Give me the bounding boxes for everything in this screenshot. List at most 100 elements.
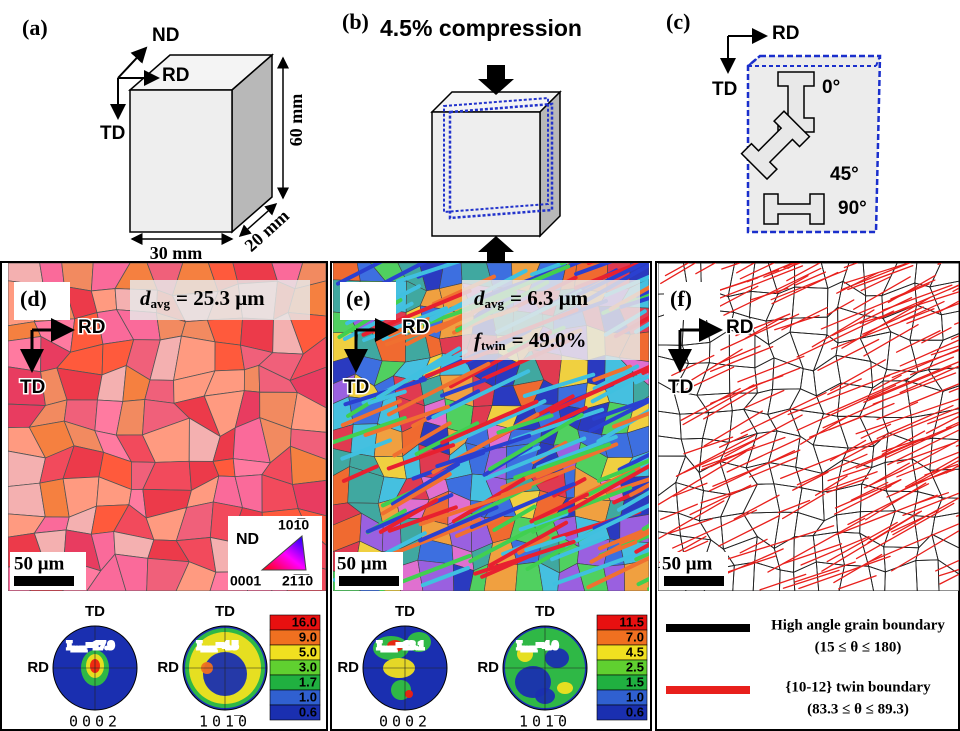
panel-label: (f) xyxy=(670,286,692,311)
colorbar-label: 1.5 xyxy=(626,674,644,689)
scale-label: 50 μm xyxy=(337,553,388,574)
body: (a) ND RD TD 60 mm 30 mm 20 mm (b) 4.5% … xyxy=(0,0,960,731)
axis-label: RD xyxy=(726,317,753,338)
scale-bar xyxy=(339,576,399,586)
pole-plane: 0002 xyxy=(69,713,121,731)
scale-bar xyxy=(664,576,724,586)
value: =17.9 xyxy=(86,638,114,652)
pole-plane: 101̅0 xyxy=(199,713,251,731)
axis-label: RD xyxy=(772,23,799,44)
subscript: max xyxy=(382,644,397,653)
axis-label: TD xyxy=(344,377,369,398)
colorbar-label: 4.5 xyxy=(626,644,644,659)
axis-label: RD xyxy=(162,65,189,86)
page: Figure {"panels": { "a": {"label": "(a)"… xyxy=(0,0,960,731)
axis-label: RD xyxy=(402,317,429,338)
value: =4.5 xyxy=(216,638,238,652)
axis-label: ND xyxy=(152,25,179,46)
colorbar-label: 1.0 xyxy=(299,689,317,704)
intensity-contour xyxy=(405,690,413,698)
cube-front xyxy=(130,90,232,232)
colorbar-label: 0.6 xyxy=(626,704,644,719)
pole-top-label: TD xyxy=(85,603,105,620)
legend-swatch xyxy=(666,686,750,694)
grain xyxy=(8,483,45,517)
grain xyxy=(244,365,259,392)
legend-swatch xyxy=(666,624,750,632)
nd-arrow xyxy=(118,48,146,78)
ipf-corner: 101̅0 xyxy=(278,517,309,533)
value: = 25.3 μm xyxy=(176,286,265,310)
legend-range: (83.3 ≤ θ ≤ 89.3) xyxy=(807,701,909,717)
pole-left-label: RD xyxy=(477,659,499,676)
symbol: d xyxy=(474,286,485,310)
colorbar-label: 11.5 xyxy=(619,614,644,629)
dimension-label: 60 mm xyxy=(286,94,306,147)
colorbar-label: 2.5 xyxy=(626,659,644,674)
ipf-corner: 0001 xyxy=(230,573,261,589)
pole-left-label: RD xyxy=(27,659,49,676)
colorbar-label: 5.0 xyxy=(299,644,317,659)
subscript: twin xyxy=(481,338,506,353)
pole-top-label: TD xyxy=(535,603,555,620)
dimension-label: 30 mm xyxy=(150,243,203,263)
panel-label: (b) xyxy=(342,9,369,34)
load-arrow xyxy=(478,65,514,95)
grain xyxy=(215,342,245,371)
subscript: max xyxy=(202,644,217,653)
subscript: max xyxy=(522,644,537,653)
panel-c: (c) RD TD 0° 45° 90° xyxy=(666,9,880,232)
boundary-map xyxy=(658,209,960,591)
pole-top-label: TD xyxy=(395,603,415,620)
pole-top-label: TD xyxy=(215,603,235,620)
legend-label: {10-12} twin boundary xyxy=(785,679,931,695)
axis-label: TD xyxy=(100,123,125,144)
panel-title: 4.5% compression xyxy=(380,15,582,41)
legend-range: (15 ≤ θ ≤ 180) xyxy=(815,639,902,655)
colorbar-label: 16.0 xyxy=(292,614,317,629)
angle-label: 45° xyxy=(830,164,859,185)
panel-b: (b) 4.5% compression xyxy=(342,9,582,266)
ipf-corner: 21̅1̅0 xyxy=(282,573,313,589)
value: =4.0 xyxy=(536,638,558,652)
value: =13.1 xyxy=(396,638,424,652)
subscript: avg xyxy=(485,296,505,311)
legend-label: High angle grain boundary xyxy=(771,617,945,633)
pole-plane: 0002 xyxy=(379,713,431,731)
colorbar-label: 3.0 xyxy=(299,659,317,674)
pole-left-label: RD xyxy=(157,659,179,676)
ipf-normal: ND xyxy=(236,531,259,548)
panel-label: (c) xyxy=(666,9,690,34)
colorbar-label: 7.0 xyxy=(626,629,644,644)
symbol: d xyxy=(140,286,151,310)
panel-label: (e) xyxy=(346,286,370,311)
axis-label: RD xyxy=(78,317,105,338)
colorbar-label: 1.0 xyxy=(626,689,644,704)
pole-plane: 101̅0 xyxy=(519,713,571,731)
axis-label: TD xyxy=(712,79,737,100)
panel-label: (d) xyxy=(20,286,47,311)
angle-label: 90° xyxy=(838,198,867,219)
colorbar-label: 1.7 xyxy=(299,674,317,689)
panel-a: (a) ND RD TD 60 mm 30 mm 20 mm xyxy=(22,15,306,263)
colorbar-label: 0.6 xyxy=(299,704,317,719)
grain xyxy=(8,336,41,371)
axis-label: TD xyxy=(20,377,45,398)
angle-label: 0° xyxy=(822,77,840,98)
panel-label: (a) xyxy=(22,15,48,40)
twin xyxy=(562,235,616,263)
subscript: avg xyxy=(151,296,171,311)
pole-left-label: RD xyxy=(337,659,359,676)
subscript: max xyxy=(72,644,87,653)
scale-label: 50 μm xyxy=(662,553,713,574)
cube-side xyxy=(540,92,560,236)
pole-figures: TDRD0002Imax=17.9TDRD101̅0Imax=4.5TDRD00… xyxy=(27,603,647,731)
value: = 49.0% xyxy=(512,328,587,352)
scale-bar xyxy=(14,576,74,586)
value: = 6.3 μm xyxy=(510,286,589,310)
cube-front xyxy=(432,112,540,236)
figure: (a) ND RD TD 60 mm 30 mm 20 mm (b) 4.5% … xyxy=(0,0,960,731)
colorbar-label: 9.0 xyxy=(299,629,317,644)
axis-label: TD xyxy=(668,377,693,398)
scale-label: 50 μm xyxy=(14,553,65,574)
